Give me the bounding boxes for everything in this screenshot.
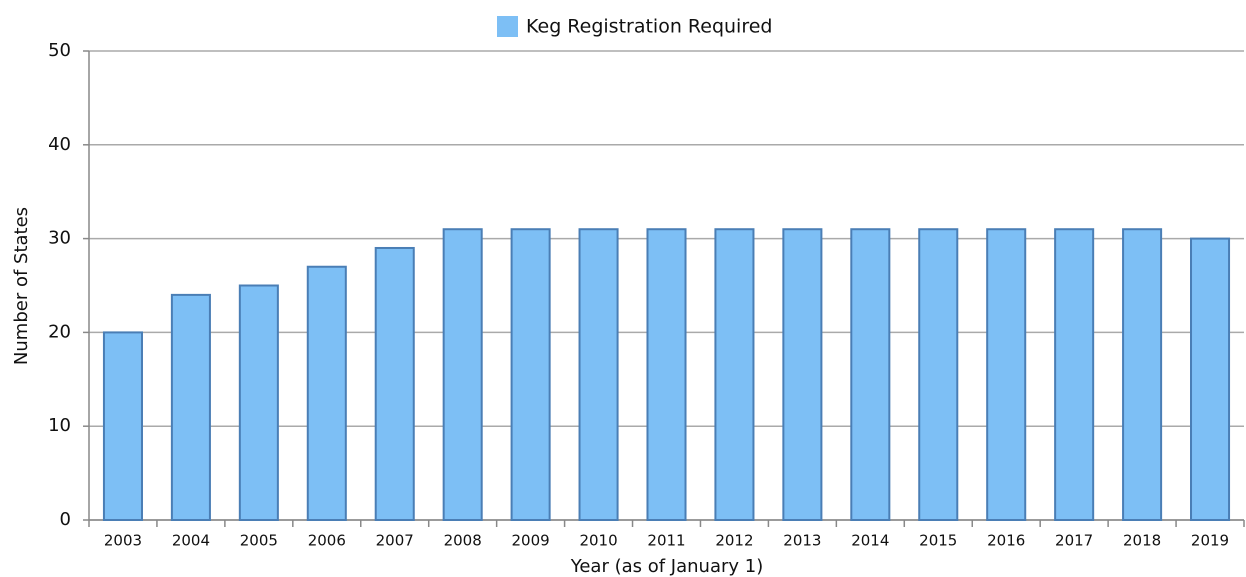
y-tick-label: 30 [48, 228, 71, 249]
x-tick-label: 2015 [919, 532, 957, 550]
bar [986, 228, 1027, 521]
bar [238, 284, 279, 521]
y-tick-label: 20 [48, 321, 71, 342]
x-tick-label: 2016 [987, 532, 1025, 550]
x-tick-label: 2004 [172, 532, 210, 550]
x-tick-label: 2006 [308, 532, 346, 550]
bar [782, 228, 823, 521]
x-tick-label: 2010 [579, 532, 617, 550]
y-tick-label: 0 [60, 509, 71, 530]
bar [578, 228, 619, 521]
y-axis-title: Number of States [11, 207, 32, 365]
y-tick-label: 50 [48, 40, 71, 61]
bar [1054, 228, 1095, 521]
bar [646, 228, 687, 521]
bar [442, 228, 483, 521]
y-tick-label: 40 [48, 134, 71, 155]
x-tick-label: 2008 [444, 532, 482, 550]
bar [102, 331, 143, 521]
bar [918, 228, 959, 521]
bar [306, 265, 347, 521]
x-tick-label: 2012 [715, 532, 753, 550]
bar [850, 228, 891, 521]
x-tick-label: 2009 [512, 532, 550, 550]
x-tick-label: 2007 [376, 532, 414, 550]
legend-swatch [497, 16, 518, 37]
x-tick-label: 2017 [1055, 532, 1093, 550]
bar [510, 228, 551, 521]
x-tick-label: 2014 [851, 532, 889, 550]
x-tick-label: 2013 [783, 532, 821, 550]
x-tick-label: 2019 [1191, 532, 1229, 550]
x-tick-label: 2003 [104, 532, 142, 550]
x-tick-label: 2018 [1123, 532, 1161, 550]
bar [170, 293, 211, 521]
bar [374, 246, 415, 521]
bar [714, 228, 755, 521]
bar [1122, 228, 1163, 521]
x-tick-label: 2005 [240, 532, 278, 550]
x-axis-title: Year (as of January 1) [570, 556, 764, 577]
legend-label: Keg Registration Required [526, 16, 772, 38]
bar [1190, 237, 1231, 521]
y-tick-label: 10 [48, 415, 71, 436]
x-tick-label: 2011 [647, 532, 685, 550]
